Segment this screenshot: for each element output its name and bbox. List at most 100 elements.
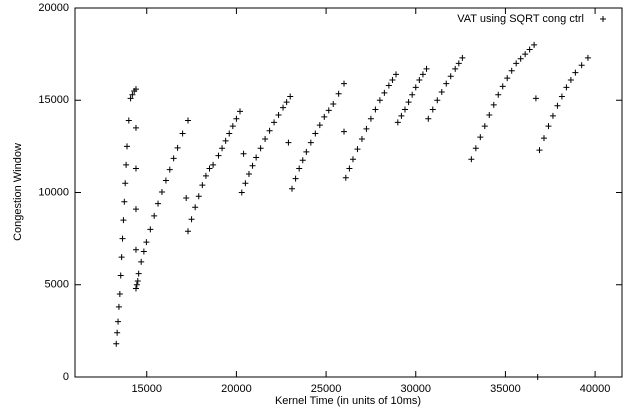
point	[486, 112, 493, 119]
point	[275, 112, 282, 119]
point	[124, 143, 131, 150]
point	[358, 135, 365, 142]
point	[563, 84, 570, 91]
point	[266, 127, 273, 134]
point	[393, 71, 400, 78]
point	[578, 62, 585, 69]
y-tick-label: 0	[63, 371, 69, 383]
point	[166, 166, 173, 173]
point	[389, 76, 396, 83]
point	[342, 174, 349, 181]
point	[132, 86, 139, 93]
point	[522, 51, 529, 58]
point	[257, 145, 264, 152]
point	[341, 128, 348, 135]
point	[127, 95, 134, 102]
point	[394, 119, 401, 126]
point	[226, 130, 233, 137]
point	[572, 69, 579, 76]
point	[459, 54, 466, 61]
point	[240, 150, 247, 157]
point	[132, 285, 139, 292]
point	[472, 145, 479, 152]
x-tick-label: 15000	[131, 383, 162, 395]
point	[468, 156, 475, 163]
point	[262, 135, 269, 142]
legend-symbol	[600, 16, 606, 22]
point	[508, 67, 515, 74]
point	[434, 97, 441, 104]
point	[271, 119, 278, 126]
point	[192, 204, 199, 211]
point	[401, 106, 408, 113]
point	[321, 113, 328, 120]
point	[222, 137, 229, 144]
point	[330, 100, 337, 107]
point	[477, 134, 484, 141]
point	[363, 125, 370, 132]
point	[584, 54, 591, 61]
point	[170, 155, 177, 162]
point	[140, 248, 147, 255]
point	[419, 71, 426, 78]
point	[412, 84, 419, 91]
point	[210, 161, 217, 168]
point	[188, 216, 195, 223]
point	[183, 195, 190, 202]
point	[490, 101, 497, 108]
point	[280, 104, 287, 111]
point	[138, 258, 145, 265]
point	[307, 139, 314, 146]
point	[517, 55, 524, 62]
point	[558, 93, 565, 100]
point	[122, 180, 129, 187]
point	[325, 107, 332, 114]
point	[199, 182, 206, 189]
point	[372, 106, 379, 113]
point	[354, 146, 361, 153]
y-axis-label: Congestion Window	[12, 143, 24, 241]
point	[303, 148, 310, 155]
point	[481, 123, 488, 130]
point	[499, 83, 506, 90]
point	[536, 147, 543, 154]
point	[495, 91, 502, 98]
point	[233, 115, 240, 122]
point	[125, 117, 132, 124]
point	[238, 189, 245, 196]
point	[452, 65, 459, 72]
point	[425, 115, 432, 122]
point	[285, 139, 292, 146]
point	[447, 73, 454, 80]
point	[135, 270, 142, 277]
point	[335, 90, 342, 97]
point	[116, 290, 123, 297]
point	[423, 65, 430, 72]
y-tick-label: 5000	[45, 279, 69, 291]
y-tick-label: 20000	[38, 2, 69, 14]
point	[115, 303, 122, 310]
point	[174, 144, 181, 151]
point	[215, 152, 222, 159]
point	[162, 177, 169, 184]
point	[202, 172, 209, 179]
point	[121, 198, 128, 205]
point	[132, 206, 139, 213]
x-tick-label: 25000	[311, 383, 342, 395]
point	[367, 115, 374, 122]
point	[526, 46, 533, 53]
point	[554, 102, 561, 109]
point	[316, 122, 323, 129]
point	[287, 93, 294, 100]
point	[253, 154, 260, 161]
point	[381, 89, 388, 96]
point	[455, 60, 462, 67]
point	[438, 88, 445, 95]
point	[429, 106, 436, 113]
point	[549, 112, 556, 119]
point	[114, 329, 121, 336]
point	[312, 130, 319, 137]
point	[398, 112, 405, 119]
point	[385, 82, 392, 89]
